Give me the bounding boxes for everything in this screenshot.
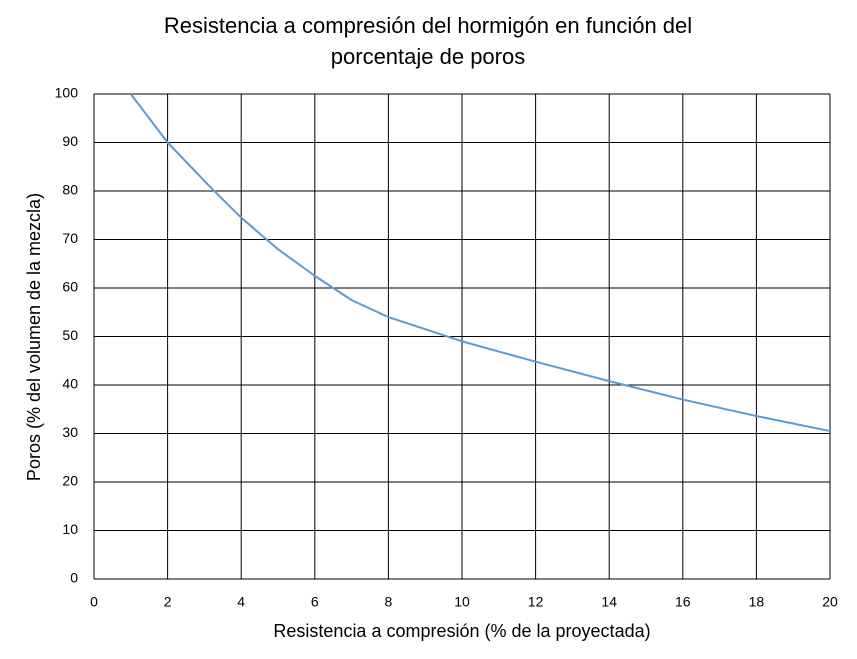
x-tick-label: 20 [822,594,838,610]
y-tick-label: 40 [62,376,78,392]
y-tick-label: 100 [55,85,79,101]
x-tick-label: 8 [385,594,393,610]
x-tick-label: 0 [90,594,98,610]
y-tick-label: 70 [62,230,78,246]
y-tick-label: 10 [62,521,78,537]
y-tick-label: 80 [62,182,78,198]
x-axis-title: Resistencia a compresión (% de la proyec… [273,621,650,641]
y-tick-label: 50 [62,327,78,343]
x-tick-label: 2 [164,594,172,610]
x-tick-label: 4 [237,594,245,610]
x-tick-label: 6 [311,594,319,610]
y-axis-title: Poros (% del volumen de la mezcla) [24,193,44,481]
y-tick-label: 60 [62,279,78,295]
y-tick-label: 90 [62,133,78,149]
chart-title: Resistencia a compresión del hormigón en… [163,13,693,69]
x-tick-label: 10 [454,594,470,610]
y-tick-label: 0 [70,570,78,586]
y-tick-label: 20 [62,473,78,489]
x-tick-label: 18 [749,594,765,610]
x-tick-label: 14 [601,594,617,610]
x-tick-label: 12 [528,594,544,610]
y-tick-label: 30 [62,424,78,440]
x-tick-label: 16 [675,594,691,610]
line-series [130,93,831,433]
